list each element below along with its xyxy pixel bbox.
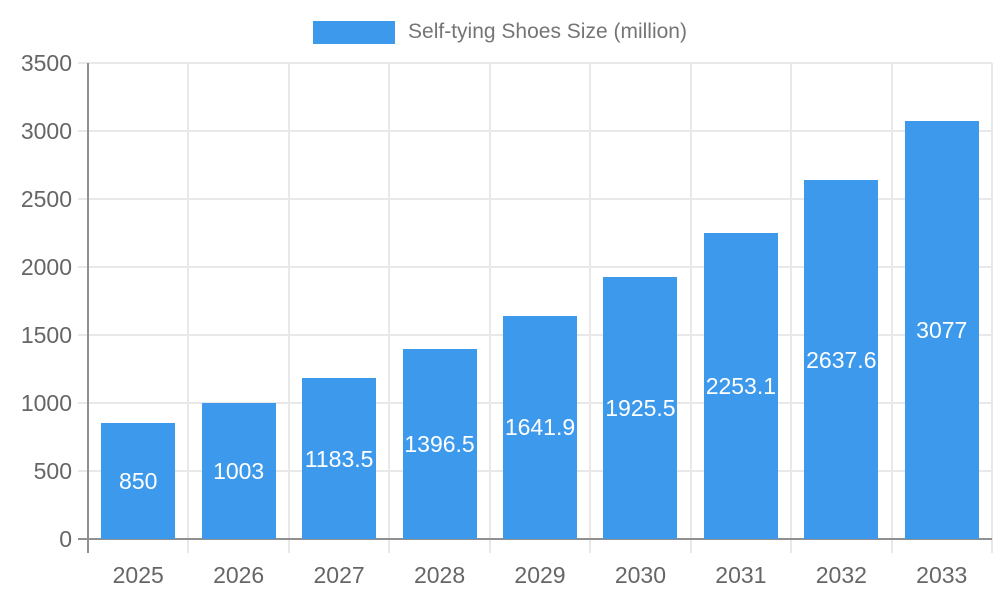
x-tick <box>287 539 290 553</box>
y-axis-line <box>87 63 89 553</box>
bar[interactable] <box>503 315 577 539</box>
x-axis-tick-label: 2032 <box>815 562 867 588</box>
y-gridline <box>88 266 992 268</box>
x-axis-tick-label: 2028 <box>413 562 466 588</box>
bar-value-label: 1003 <box>213 457 265 484</box>
x-axis-tick-label: 2027 <box>313 562 365 588</box>
y-tick <box>78 62 88 64</box>
bar-value-label: 2637.6 <box>806 346 877 373</box>
y-axis-tick-label: 500 <box>33 458 72 484</box>
bar-value-label: 1396.5 <box>404 431 475 458</box>
y-axis-tick-label: 2500 <box>20 186 72 212</box>
x-gridline <box>287 63 290 539</box>
x-tick <box>388 539 391 553</box>
x-gridline <box>589 63 592 539</box>
bar[interactable] <box>101 423 176 539</box>
x-gridline <box>388 63 391 539</box>
bar-value-label: 1925.5 <box>605 395 676 422</box>
legend[interactable]: Self-tying Shoes Size (million) <box>0 19 1000 45</box>
bar[interactable] <box>201 402 276 539</box>
bar[interactable] <box>804 180 879 539</box>
y-axis-tick-label: 1000 <box>20 390 72 416</box>
x-axis-tick-label: 2033 <box>916 562 968 588</box>
bar-value-label: 850 <box>119 468 158 495</box>
x-tick <box>689 539 692 553</box>
x-gridline <box>689 63 692 539</box>
y-tick <box>78 266 88 268</box>
bar[interactable] <box>603 277 678 539</box>
x-gridline <box>790 63 793 539</box>
x-gridline <box>187 63 190 539</box>
x-tick <box>890 539 893 553</box>
x-axis-tick-label: 2026 <box>213 562 265 588</box>
x-gridline <box>890 63 893 539</box>
x-axis-line <box>78 538 992 540</box>
y-axis-tick-label: 1500 <box>20 322 72 348</box>
bar[interactable] <box>703 232 778 539</box>
bar-value-label: 2253.1 <box>705 372 777 399</box>
legend-swatch <box>313 20 396 44</box>
y-axis-tick-label: 3500 <box>20 50 72 76</box>
x-axis-tick-label: 2029 <box>514 562 566 588</box>
legend-label: Self-tying Shoes Size (million) <box>408 20 687 43</box>
bar[interactable] <box>904 120 979 539</box>
y-tick <box>78 470 88 472</box>
x-axis-tick-label: 2030 <box>614 562 667 588</box>
x-gridline <box>488 63 491 539</box>
bar[interactable] <box>302 378 377 539</box>
x-tick <box>488 539 491 553</box>
y-tick <box>78 130 88 132</box>
y-gridline <box>88 130 992 132</box>
bar-value-label: 1641.9 <box>504 414 576 441</box>
y-tick <box>78 402 88 404</box>
y-tick <box>78 198 88 200</box>
y-tick <box>78 334 88 336</box>
bar-value-label: 3077 <box>916 316 968 343</box>
y-gridline <box>88 62 992 64</box>
x-axis-tick-label: 2031 <box>715 562 767 588</box>
y-axis-tick-label: 2000 <box>20 254 72 280</box>
x-gridline <box>991 63 993 539</box>
x-tick <box>187 539 190 553</box>
bar-value-label: 1183.5 <box>304 445 374 472</box>
bar[interactable] <box>402 349 477 539</box>
y-gridline <box>88 198 992 200</box>
x-tick <box>991 539 993 553</box>
x-axis-tick-label: 2025 <box>112 562 164 588</box>
y-axis-tick-label: 0 <box>59 526 72 552</box>
x-tick <box>790 539 793 553</box>
y-axis-tick-label: 3000 <box>20 118 72 144</box>
x-tick <box>589 539 592 553</box>
